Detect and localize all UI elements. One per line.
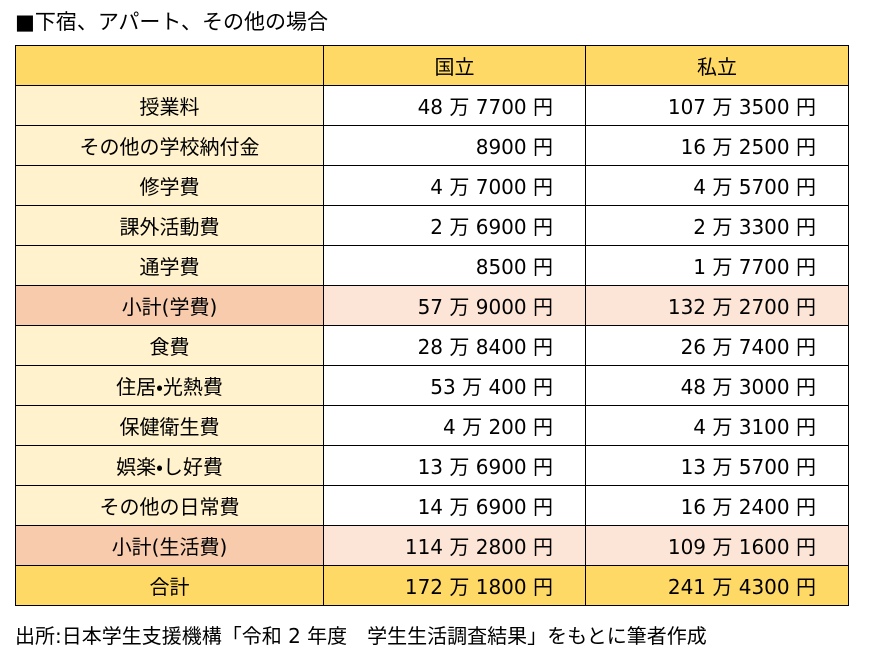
cost-cell: 241 万 4300 円 bbox=[585, 565, 849, 606]
cost-cell: 48 万 7700 円 bbox=[323, 85, 586, 126]
cost-cell: 4 万 200 円 bbox=[323, 405, 586, 446]
cost-cell: 26 万 7400 円 bbox=[585, 325, 849, 366]
cost-cell: 1 万 7700 円 bbox=[585, 245, 849, 286]
corner-cell bbox=[15, 45, 324, 86]
row-label: 保健衛生費 bbox=[15, 405, 324, 446]
row-label: 住居・光熱費 bbox=[15, 365, 324, 406]
table-row: 授業料 48 万 7700 円 107 万 3500 円 bbox=[15, 85, 849, 126]
cost-table: 国立 私立 授業料 48 万 7700 円 107 万 3500 円その他の学校納付金… bbox=[15, 45, 849, 606]
cost-cell: 28 万 8400 円 bbox=[323, 325, 586, 366]
source-note: 出所:日本学生支援機構「令和 2 年度 学生生活調査結果」をもとに筆者作成 bbox=[15, 624, 707, 648]
row-label: 小計(生活費) bbox=[15, 525, 324, 566]
column-header: 私立 bbox=[585, 45, 849, 86]
cost-cell: 4 万 3100 円 bbox=[585, 405, 849, 446]
row-label: 課外活動費 bbox=[15, 205, 324, 246]
table-head: 国立 私立 bbox=[15, 45, 849, 86]
cost-cell: 16 万 2400 円 bbox=[585, 485, 849, 526]
row-label: 食費 bbox=[15, 325, 324, 366]
row-label: 合計 bbox=[15, 565, 324, 606]
cost-cell: 13 万 5700 円 bbox=[585, 445, 849, 486]
cost-cell: 172 万 1800 円 bbox=[323, 565, 586, 606]
header-row: 国立 私立 bbox=[15, 45, 849, 86]
cost-cell: 114 万 2800 円 bbox=[323, 525, 586, 566]
column-header: 国立 bbox=[323, 45, 586, 86]
cost-cell: 8500 円 bbox=[323, 245, 586, 286]
cost-cell: 13 万 6900 円 bbox=[323, 445, 586, 486]
cost-cell: 109 万 1600 円 bbox=[585, 525, 849, 566]
cost-cell: 53 万 400 円 bbox=[323, 365, 586, 406]
row-label: その他の学校納付金 bbox=[15, 125, 324, 166]
row-label: 授業料 bbox=[15, 85, 324, 126]
cost-cell: 107 万 3500 円 bbox=[585, 85, 849, 126]
table-row: その他の学校納付金 8900 円 16 万 2500 円 bbox=[15, 125, 849, 166]
cost-cell: 14 万 6900 円 bbox=[323, 485, 586, 526]
cost-cell: 4 万 5700 円 bbox=[585, 165, 849, 206]
table-row: 小計(学費) 57 万 9000 円 132 万 2700 円 bbox=[15, 285, 849, 326]
cost-cell: 4 万 7000 円 bbox=[323, 165, 586, 206]
cost-cell: 2 万 3300 円 bbox=[585, 205, 849, 246]
cost-cell: 57 万 9000 円 bbox=[323, 285, 586, 326]
table-row: 住居・光熱費 53 万 400 円 48 万 3000 円 bbox=[15, 365, 849, 406]
table-row: 食費 28 万 8400 円 26 万 7400 円 bbox=[15, 325, 849, 366]
cost-cell: 8900 円 bbox=[323, 125, 586, 166]
row-label: 通学費 bbox=[15, 245, 324, 286]
cost-cell: 16 万 2500 円 bbox=[585, 125, 849, 166]
table-row: 合計 172 万 1800 円 241 万 4300 円 bbox=[15, 565, 849, 606]
row-label: 小計(学費) bbox=[15, 285, 324, 326]
table-body: 授業料 48 万 7700 円 107 万 3500 円その他の学校納付金 8900 … bbox=[15, 85, 849, 606]
row-label: 修学費 bbox=[15, 165, 324, 206]
page-title: ■下宿、アパート、その他の場合 bbox=[15, 10, 329, 34]
table-row: その他の日常費 14 万 6900 円 16 万 2400 円 bbox=[15, 485, 849, 526]
table-row: 娯楽・し好費 13 万 6900 円 13 万 5700 円 bbox=[15, 445, 849, 486]
table-row: 小計(生活費) 114 万 2800 円 109 万 1600 円 bbox=[15, 525, 849, 566]
cost-cell: 2 万 6900 円 bbox=[323, 205, 586, 246]
row-label: その他の日常費 bbox=[15, 485, 324, 526]
cost-cell: 132 万 2700 円 bbox=[585, 285, 849, 326]
row-label: 娯楽・し好費 bbox=[15, 445, 324, 486]
cost-cell: 48 万 3000 円 bbox=[585, 365, 849, 406]
